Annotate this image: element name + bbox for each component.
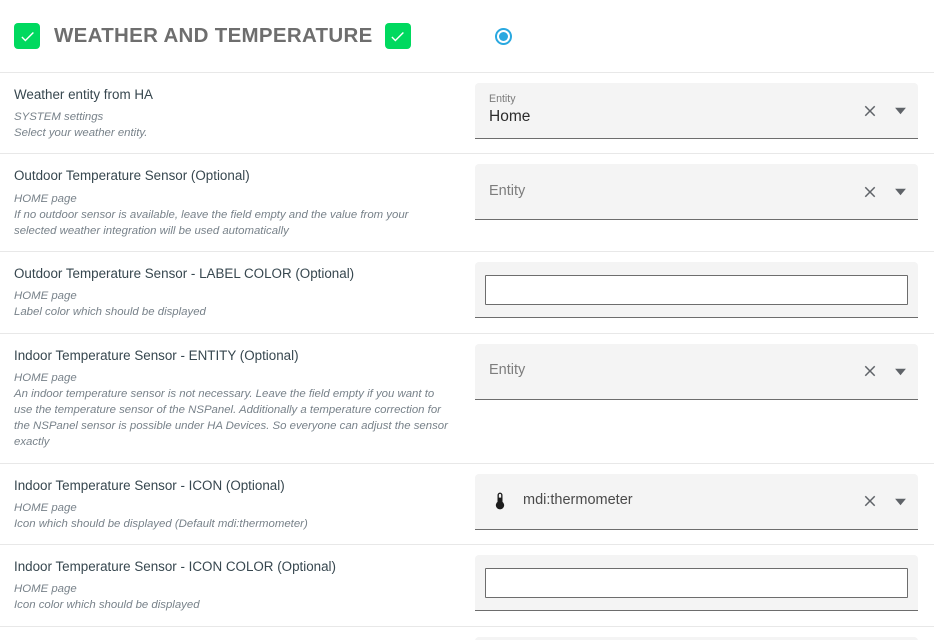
indoor-temperature-icon-select[interactable]: mdi:thermometer: [475, 473, 918, 530]
field-value: Home: [489, 108, 531, 126]
field-body: mdi:thermometer: [523, 492, 852, 509]
setting-description: Icon which should be displayed (Default …: [14, 517, 308, 530]
radio-selected-icon: [495, 27, 513, 45]
setting-row-info: Indoor Temperature Sensor - ICON COLOR (…: [0, 545, 470, 625]
setting-label: Indoor Temperature Sensor - ENTITY (Opti…: [14, 347, 299, 363]
setting-row-info: Outdoor Temperature Sensor (Optional) HO…: [0, 154, 470, 251]
close-icon[interactable]: [860, 491, 880, 511]
chevron-down-icon[interactable]: [890, 491, 910, 511]
setting-row-info: Weather entity from HA SYSTEM settings S…: [0, 73, 470, 153]
setting-row: Outdoor Temperature Sensor - LABEL COLOR…: [0, 252, 934, 334]
setting-row-control: [470, 545, 934, 621]
section-header: WEATHER AND TEMPERATURE: [0, 0, 934, 73]
setting-label: Outdoor Temperature Sensor - LABEL COLOR…: [14, 266, 355, 282]
field-body: Entity: [489, 362, 852, 379]
setting-row-control: Entity: [470, 334, 934, 410]
field-placeholder: Entity: [489, 362, 526, 379]
chevron-down-icon[interactable]: [890, 361, 910, 381]
setting-row: Indoor Temperature Sensor - LABEL COLOR …: [0, 626, 934, 640]
field-placeholder: Entity: [489, 183, 526, 200]
setting-description: Label color which should be displayed: [14, 306, 206, 319]
setting-description: An indoor temperature sensor is not nece…: [14, 387, 448, 449]
setting-label: Weather entity from HA: [14, 87, 153, 102]
setting-label: Indoor Temperature Sensor - ICON COLOR (…: [14, 559, 336, 575]
setting-row-control: [470, 252, 934, 328]
outdoor-label-color-field[interactable]: [475, 262, 918, 319]
field-body: Entity: [489, 183, 852, 200]
setting-row: Indoor Temperature Sensor - ENTITY (Opti…: [0, 333, 934, 464]
field-body: Entity Home: [489, 94, 852, 126]
section-enable-checkbox-left[interactable]: [14, 23, 40, 49]
setting-row-control: Entity Home: [470, 73, 934, 149]
setting-row-info: Indoor Temperature Sensor - LABEL COLOR …: [0, 627, 470, 640]
setting-row-info: Indoor Temperature Sensor - ENTITY (Opti…: [0, 334, 470, 463]
weather-entity-select[interactable]: Entity Home: [475, 83, 918, 139]
setting-scope: HOME page: [14, 371, 77, 384]
field-actions: [852, 182, 910, 202]
chevron-down-icon[interactable]: [890, 182, 910, 202]
setting-description: Select your weather entity.: [14, 127, 148, 140]
close-icon[interactable]: [860, 361, 880, 381]
thermometer-icon: [489, 491, 511, 511]
chevron-down-icon[interactable]: [890, 101, 910, 121]
setting-row-info: Outdoor Temperature Sensor - LABEL COLOR…: [0, 252, 470, 332]
field-actions: [852, 491, 910, 511]
setting-row: Outdoor Temperature Sensor (Optional) HO…: [0, 154, 934, 253]
check-icon: [20, 31, 34, 41]
setting-scope: HOME page: [14, 583, 77, 596]
setting-scope: SYSTEM settings: [14, 111, 104, 124]
close-icon[interactable]: [860, 101, 880, 121]
setting-row: Weather entity from HA SYSTEM settings S…: [0, 73, 934, 155]
setting-row: Indoor Temperature Sensor - ICON (Option…: [0, 463, 934, 546]
setting-row-control: Entity: [470, 154, 934, 230]
setting-row: Indoor Temperature Sensor - ICON COLOR (…: [0, 545, 934, 627]
field-actions: [852, 101, 910, 121]
close-icon[interactable]: [860, 182, 880, 202]
indoor-label-color-field[interactable]: [475, 636, 918, 640]
setting-label: Outdoor Temperature Sensor (Optional): [14, 168, 250, 184]
page-title: WEATHER AND TEMPERATURE: [54, 24, 373, 47]
outdoor-temperature-entity-select[interactable]: Entity: [475, 164, 918, 221]
setting-scope: HOME page: [14, 290, 77, 303]
field-value: mdi:thermometer: [523, 492, 633, 509]
setting-row-info: Indoor Temperature Sensor - ICON (Option…: [0, 464, 470, 544]
setting-description: Icon color which should be displayed: [14, 599, 200, 612]
section-radio-button[interactable]: [489, 21, 519, 51]
setting-scope: HOME page: [14, 501, 77, 514]
setting-label: Indoor Temperature Sensor - ICON (Option…: [14, 477, 285, 493]
indoor-icon-color-field[interactable]: [475, 555, 918, 612]
setting-row-control: [470, 627, 934, 640]
setting-description: If no outdoor sensor is available, leave…: [14, 208, 409, 237]
check-icon: [391, 31, 404, 41]
section-enable-checkbox-right[interactable]: [384, 23, 411, 49]
indoor-icon-color-input[interactable]: [485, 567, 908, 598]
outdoor-label-color-input[interactable]: [485, 274, 908, 305]
setting-scope: HOME page: [14, 192, 77, 205]
indoor-temperature-entity-select[interactable]: Entity: [475, 343, 918, 400]
setting-row-control: mdi:thermometer: [470, 464, 934, 540]
field-actions: [852, 361, 910, 381]
field-float-label: Entity: [489, 93, 516, 106]
